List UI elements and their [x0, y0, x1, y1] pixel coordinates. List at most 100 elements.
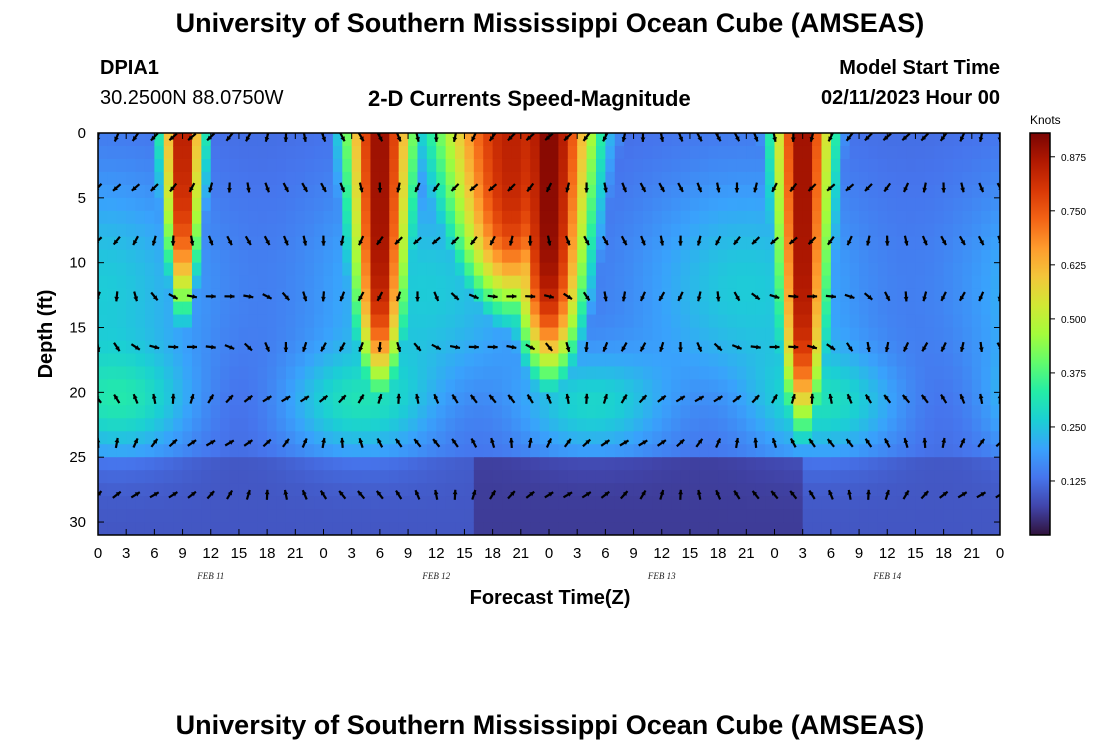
heatmap-cell [445, 444, 456, 458]
heatmap-cell [633, 133, 644, 147]
heatmap-cell [323, 353, 334, 368]
heatmap-cell [530, 145, 541, 160]
y-tick-label: 25 [69, 449, 86, 466]
heatmap-cell [295, 223, 306, 238]
heatmap-cell [351, 210, 362, 225]
heatmap-cell [906, 522, 917, 535]
heatmap-cell [107, 145, 118, 160]
heatmap-cell [314, 197, 325, 212]
heatmap-cell [502, 366, 513, 380]
arrow-head [358, 240, 363, 246]
current-arrow [376, 235, 384, 246]
heatmap-cell [492, 509, 503, 523]
current-arrow [639, 182, 647, 193]
arrow-head [849, 294, 855, 299]
current-arrow [807, 183, 817, 192]
arrow-head [941, 438, 947, 443]
heatmap-cell [868, 392, 879, 406]
heatmap-cell [126, 483, 137, 497]
heatmap-cell [727, 197, 738, 212]
current-arrow [846, 393, 853, 404]
heatmap-cell [473, 184, 484, 199]
x-tick-label: 3 [799, 545, 807, 562]
heatmap-cell [774, 210, 785, 225]
arrow-head [512, 294, 517, 299]
current-arrow [262, 438, 272, 448]
heatmap-cell [379, 522, 390, 535]
heatmap-cell [332, 133, 343, 147]
heatmap-cell [220, 133, 231, 147]
heatmap-cell [765, 249, 776, 264]
heatmap-cell [539, 314, 550, 329]
heatmap-cell [201, 379, 212, 393]
heatmap-cell [906, 184, 917, 199]
heatmap-cell [877, 392, 888, 406]
heatmap-cell [708, 379, 719, 393]
heatmap-cell [586, 184, 597, 199]
heatmap-cell [135, 223, 146, 238]
heatmap-cell [539, 275, 550, 290]
heatmap-cell [370, 262, 381, 277]
arrow-head [715, 296, 721, 302]
heatmap-cell [680, 197, 691, 212]
heatmap-cell [586, 133, 597, 147]
heatmap-cell [727, 340, 738, 355]
heatmap-cell [502, 392, 513, 406]
heatmap-cell [144, 353, 155, 368]
heatmap-cell [229, 314, 240, 329]
heatmap-cell [144, 197, 155, 212]
heatmap-cell [238, 327, 249, 342]
heatmap-cell [868, 262, 879, 277]
x-tick-label: 0 [996, 545, 1004, 562]
current-arrow [903, 235, 909, 246]
heatmap-cell [586, 301, 597, 316]
heatmap-cell [783, 262, 794, 277]
heatmap-cell [116, 314, 127, 329]
heatmap-cell [586, 210, 597, 225]
arrow-head [474, 344, 479, 350]
heatmap-cell [238, 158, 249, 173]
heatmap-cell [276, 405, 287, 419]
arrow-head [697, 187, 702, 193]
heatmap-cell [332, 197, 343, 212]
arrow-head [678, 489, 683, 495]
heatmap-cell [793, 236, 804, 251]
arrow-head [848, 346, 853, 352]
heatmap-cell [539, 158, 550, 173]
heatmap-cell [981, 340, 992, 355]
heatmap-cell [718, 353, 729, 368]
heatmap-cell [144, 236, 155, 251]
heatmap-cell [332, 171, 343, 186]
heatmap-cell [436, 483, 447, 497]
current-arrow [414, 489, 421, 500]
arrow-head [922, 346, 927, 352]
heatmap-cell [783, 392, 794, 406]
heatmap-cell [285, 405, 296, 419]
heatmap-cell [436, 509, 447, 523]
arrow-head [153, 492, 159, 497]
heatmap-cell [455, 457, 466, 471]
heatmap-cell [736, 249, 747, 264]
current-arrow [978, 182, 985, 193]
heatmap-cell [398, 158, 409, 173]
heatmap-cell [558, 314, 569, 329]
heatmap-cell [342, 184, 353, 199]
heatmap-cell [492, 145, 503, 160]
heatmap-cell [802, 158, 813, 173]
heatmap-cell [755, 379, 766, 393]
heatmap-cell [802, 171, 813, 186]
heatmap-cell [558, 353, 569, 368]
heatmap-cell [595, 197, 606, 212]
current-arrow [433, 291, 440, 302]
heatmap-cell [257, 314, 268, 329]
heatmap-cell [342, 133, 353, 147]
heatmap-cell [473, 418, 484, 432]
heatmap-cell [840, 236, 851, 251]
arrow-head [735, 136, 740, 142]
heatmap-cell [398, 405, 409, 419]
heatmap-cell [502, 210, 513, 225]
heatmap-cell [549, 275, 559, 290]
heatmap-cell [642, 418, 653, 432]
heatmap-cell [708, 457, 719, 471]
heatmap-cell [586, 223, 597, 238]
